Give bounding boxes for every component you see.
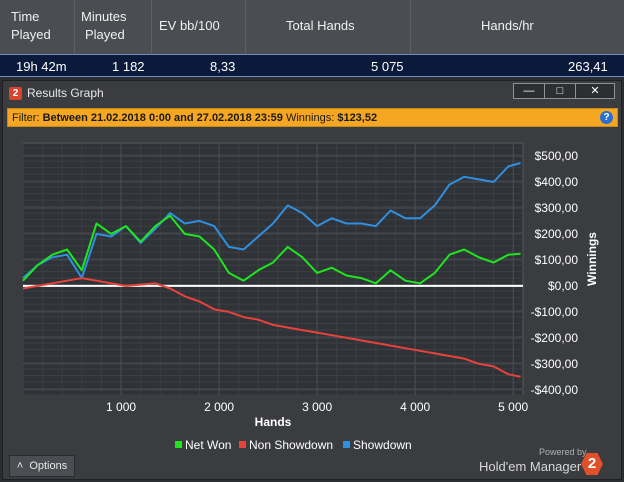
cell-hands-hr: 263,41 [568, 59, 608, 74]
winnings-label: Winnings: [285, 112, 335, 124]
y-tick-label: -$300,00 [531, 357, 579, 371]
close-icon: ✕ [590, 85, 600, 97]
y-tick-label: $200,00 [535, 227, 579, 241]
header-label: EV bb/100 [159, 18, 220, 33]
header-label: Time [11, 9, 40, 24]
y-tick-label: $100,00 [535, 253, 579, 267]
header-label: Total Hands [286, 18, 355, 33]
cell-total-hands: 5 075 [371, 59, 404, 74]
header-minutes-played[interactable]: Minutes Played [75, 0, 152, 54]
header-label: Played [85, 27, 125, 42]
help-icon[interactable]: ? [600, 111, 613, 124]
maximize-icon: □ [556, 85, 564, 97]
series-line-non-showdown [22, 277, 521, 378]
stats-header: Time Played Minutes Played EV bb/100 Tot… [0, 0, 624, 54]
x-tick-label: 2 000 [204, 400, 234, 414]
legend: Net Won Non Showdown Showdown [175, 438, 412, 452]
cell-ev-bb100: 8,33 [210, 59, 236, 74]
x-tick-label: 3 000 [302, 400, 332, 414]
legend-label: Showdown [353, 438, 412, 452]
options-label: Options [29, 460, 68, 472]
x-tick-label: 1 000 [106, 400, 136, 414]
powered-by: Powered by [539, 447, 587, 457]
cell-time-played: 19h 42m [16, 59, 67, 74]
results-graph-panel: 2 Results Graph — □ ✕ Filter: Between 21… [2, 80, 622, 480]
x-tick-label: 4 000 [400, 400, 430, 414]
minimize-button[interactable]: — [513, 83, 545, 99]
header-hands-hr[interactable]: Hands/hr [411, 0, 624, 54]
legend-label: Non Showdown [249, 438, 333, 452]
window-title: Results Graph [27, 86, 104, 100]
filter-bar[interactable]: Filter: Between 21.02.2018 0:00 and 27.0… [7, 108, 618, 127]
filter-text: Filter: Between 21.02.2018 0:00 and 27.0… [12, 112, 377, 124]
maximize-button[interactable]: □ [544, 83, 576, 99]
plot-area [22, 142, 524, 396]
header-total-hands[interactable]: Total Hands [246, 0, 411, 54]
results-chart: 1 000 2 000 3 000 4 000 5 000 $500,00 $400,00… [22, 142, 599, 452]
legend-swatch [343, 441, 350, 448]
winnings-value: $123,52 [337, 112, 378, 124]
y-tick-label: $500,00 [535, 149, 579, 163]
app-badge-icon: 2 [9, 87, 22, 100]
header-label: Minutes [81, 9, 127, 24]
stats-row[interactable]: 19h 42m 1 182 8,33 5 075 263,41 [0, 54, 624, 77]
caret-up-icon: ˄ [16, 460, 24, 472]
y-tick-label: -$200,00 [531, 331, 579, 345]
brand-logo-icon: 2 [581, 453, 603, 475]
y-tick-label: $300,00 [535, 201, 579, 215]
series-line-net-won [22, 214, 521, 285]
header-time-played[interactable]: Time Played [0, 0, 75, 54]
y-tick-label: $400,00 [535, 175, 579, 189]
header-label: Hands/hr [481, 18, 534, 33]
series-line-showdown [22, 162, 521, 280]
y-tick-label: -$100,00 [531, 305, 579, 319]
cell-minutes-played: 1 182 [112, 59, 145, 74]
legend-label: Net Won [185, 438, 231, 452]
brand-name: Hold'em Manager [479, 459, 582, 474]
x-tick-label: 5 000 [498, 400, 528, 414]
y-tick-label: -$400,00 [531, 383, 579, 397]
x-axis-label: Hands [255, 415, 292, 429]
y-axis-label: Winnings [585, 232, 599, 286]
minimize-icon: — [523, 85, 535, 97]
window-titlebar[interactable]: 2 Results Graph — □ ✕ [3, 81, 621, 105]
legend-swatch [175, 441, 182, 448]
filter-range: Between 21.02.2018 0:00 and 27.02.2018 2… [42, 112, 283, 124]
filter-prefix: Filter: [12, 112, 40, 124]
y-tick-label: $0,00 [548, 279, 578, 293]
options-button[interactable]: ˄ Options [9, 455, 75, 477]
header-ev-bb100[interactable]: EV bb/100 [152, 0, 246, 54]
header-label: Played [11, 27, 51, 42]
legend-swatch [239, 441, 246, 448]
close-button[interactable]: ✕ [575, 83, 615, 99]
